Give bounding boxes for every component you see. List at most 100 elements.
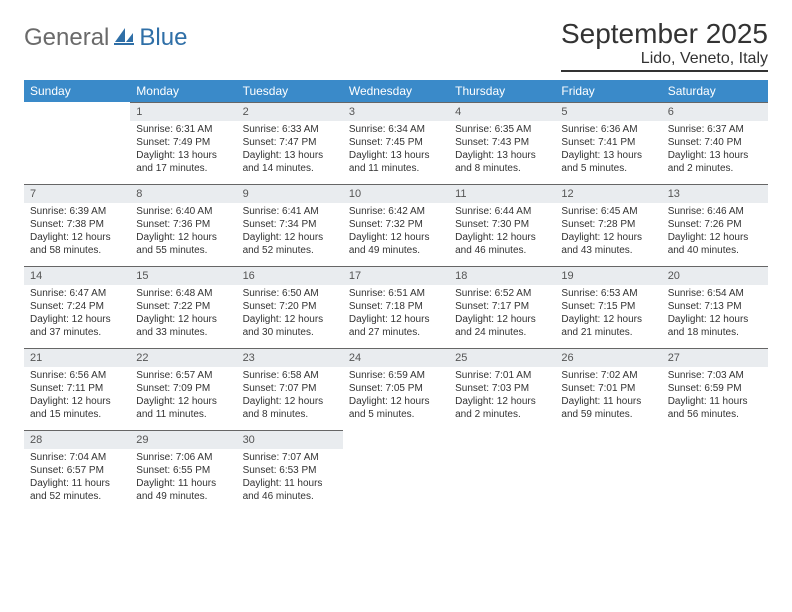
day-number: 6 — [662, 102, 768, 121]
sunset-text: Sunset: 7:18 PM — [349, 300, 443, 313]
day-body: Sunrise: 6:41 AMSunset: 7:34 PMDaylight:… — [237, 203, 343, 261]
daylight-text: Daylight: 12 hours — [561, 231, 655, 244]
sunset-text: Sunset: 7:24 PM — [30, 300, 124, 313]
sunset-text: Sunset: 6:55 PM — [136, 464, 230, 477]
sunset-text: Sunset: 7:32 PM — [349, 218, 443, 231]
calendar-day-cell: 12Sunrise: 6:45 AMSunset: 7:28 PMDayligh… — [555, 184, 661, 266]
daylight-text: and 15 minutes. — [30, 408, 124, 421]
day-number: 4 — [449, 102, 555, 121]
calendar-day-cell: 20Sunrise: 6:54 AMSunset: 7:13 PMDayligh… — [662, 266, 768, 348]
sunset-text: Sunset: 6:59 PM — [668, 382, 762, 395]
sunrise-text: Sunrise: 6:53 AM — [561, 287, 655, 300]
daylight-text: and 14 minutes. — [243, 162, 337, 175]
sunset-text: Sunset: 7:43 PM — [455, 136, 549, 149]
daylight-text: Daylight: 12 hours — [136, 395, 230, 408]
calendar-day-cell: 7Sunrise: 6:39 AMSunset: 7:38 PMDaylight… — [24, 184, 130, 266]
day-body: Sunrise: 6:58 AMSunset: 7:07 PMDaylight:… — [237, 367, 343, 425]
daylight-text: Daylight: 12 hours — [243, 313, 337, 326]
day-number: 8 — [130, 184, 236, 203]
day-body: Sunrise: 6:52 AMSunset: 7:17 PMDaylight:… — [449, 285, 555, 343]
daylight-text: Daylight: 12 hours — [561, 313, 655, 326]
calendar-day-cell: 14Sunrise: 6:47 AMSunset: 7:24 PMDayligh… — [24, 266, 130, 348]
sunrise-text: Sunrise: 6:35 AM — [455, 123, 549, 136]
calendar-day-cell: 2Sunrise: 6:33 AMSunset: 7:47 PMDaylight… — [237, 102, 343, 184]
daylight-text: and 5 minutes. — [349, 408, 443, 421]
sunrise-text: Sunrise: 6:41 AM — [243, 205, 337, 218]
sunrise-text: Sunrise: 6:50 AM — [243, 287, 337, 300]
sunrise-text: Sunrise: 7:07 AM — [243, 451, 337, 464]
day-number: 27 — [662, 348, 768, 367]
location-subtitle: Lido, Veneto, Italy — [641, 50, 768, 67]
sunset-text: Sunset: 7:36 PM — [136, 218, 230, 231]
daylight-text: Daylight: 12 hours — [455, 313, 549, 326]
daylight-text: and 11 minutes. — [136, 408, 230, 421]
day-number: 30 — [237, 430, 343, 449]
sunrise-text: Sunrise: 6:47 AM — [30, 287, 124, 300]
day-number: 21 — [24, 348, 130, 367]
title-block: September 2025 Lido, Veneto, Italy — [561, 18, 768, 72]
calendar-day-cell — [449, 430, 555, 510]
sunrise-text: Sunrise: 7:03 AM — [668, 369, 762, 382]
sunset-text: Sunset: 7:20 PM — [243, 300, 337, 313]
day-body: Sunrise: 6:33 AMSunset: 7:47 PMDaylight:… — [237, 121, 343, 179]
sunset-text: Sunset: 7:17 PM — [455, 300, 549, 313]
daylight-text: Daylight: 12 hours — [349, 231, 443, 244]
day-body: Sunrise: 6:36 AMSunset: 7:41 PMDaylight:… — [555, 121, 661, 179]
sunrise-text: Sunrise: 6:56 AM — [30, 369, 124, 382]
sunset-text: Sunset: 7:09 PM — [136, 382, 230, 395]
day-number: 15 — [130, 266, 236, 285]
daylight-text: Daylight: 12 hours — [243, 395, 337, 408]
sunset-text: Sunset: 7:30 PM — [455, 218, 549, 231]
weekday-header: Thursday — [449, 80, 555, 102]
sunrise-text: Sunrise: 6:58 AM — [243, 369, 337, 382]
calendar-day-cell: 10Sunrise: 6:42 AMSunset: 7:32 PMDayligh… — [343, 184, 449, 266]
sunset-text: Sunset: 7:11 PM — [30, 382, 124, 395]
day-body: Sunrise: 6:31 AMSunset: 7:49 PMDaylight:… — [130, 121, 236, 179]
daylight-text: and 17 minutes. — [136, 162, 230, 175]
sunrise-text: Sunrise: 6:54 AM — [668, 287, 762, 300]
sunset-text: Sunset: 7:47 PM — [243, 136, 337, 149]
calendar-day-cell: 8Sunrise: 6:40 AMSunset: 7:36 PMDaylight… — [130, 184, 236, 266]
day-body: Sunrise: 6:56 AMSunset: 7:11 PMDaylight:… — [24, 367, 130, 425]
calendar-table: Sunday Monday Tuesday Wednesday Thursday… — [24, 80, 768, 510]
daylight-text: and 27 minutes. — [349, 326, 443, 339]
sunrise-text: Sunrise: 6:31 AM — [136, 123, 230, 136]
daylight-text: Daylight: 13 hours — [349, 149, 443, 162]
daylight-text: Daylight: 12 hours — [455, 231, 549, 244]
calendar-day-cell: 30 Sunrise: 7:07 AMSunset: 6:53 PMDayligh… — [237, 430, 343, 510]
sunrise-text: Sunrise: 7:01 AM — [455, 369, 549, 382]
sunset-text: Sunset: 6:57 PM — [30, 464, 124, 477]
day-body: Sunrise: 6:51 AMSunset: 7:18 PMDaylight:… — [343, 285, 449, 343]
daylight-text: Daylight: 12 hours — [455, 395, 549, 408]
weekday-header: Tuesday — [237, 80, 343, 102]
sunrise-text: Sunrise: 6:40 AM — [136, 205, 230, 218]
calendar-day-cell — [24, 102, 130, 184]
daylight-text: Daylight: 11 hours — [243, 477, 337, 490]
sunset-text: Sunset: 6:53 PM — [243, 464, 337, 477]
calendar-day-cell — [555, 430, 661, 510]
daylight-text: and 52 minutes. — [30, 490, 124, 503]
day-body: Sunrise: 6:40 AMSunset: 7:36 PMDaylight:… — [130, 203, 236, 261]
daylight-text: Daylight: 13 hours — [668, 149, 762, 162]
day-number: 18 — [449, 266, 555, 285]
sunrise-text: Sunrise: 7:04 AM — [30, 451, 124, 464]
calendar-day-cell: 3Sunrise: 6:34 AMSunset: 7:45 PMDaylight… — [343, 102, 449, 184]
day-number: 3 — [343, 102, 449, 121]
daylight-text: and 11 minutes. — [349, 162, 443, 175]
daylight-text: Daylight: 11 hours — [668, 395, 762, 408]
daylight-text: and 58 minutes. — [30, 244, 124, 257]
day-number: 26 — [555, 348, 661, 367]
day-body: Sunrise: 6:46 AMSunset: 7:26 PMDaylight:… — [662, 203, 768, 261]
daylight-text: and 21 minutes. — [561, 326, 655, 339]
day-body: Sunrise: 7:06 AMSunset: 6:55 PMDaylight:… — [130, 449, 236, 507]
calendar-day-cell: 24Sunrise: 6:59 AMSunset: 7:05 PMDayligh… — [343, 348, 449, 430]
sunrise-text: Sunrise: 6:46 AM — [668, 205, 762, 218]
day-number: 2 — [237, 102, 343, 121]
daylight-text: Daylight: 12 hours — [136, 313, 230, 326]
calendar-week-row: 21Sunrise: 6:56 AMSunset: 7:11 PMDayligh… — [24, 348, 768, 430]
sunrise-text: Sunrise: 6:39 AM — [30, 205, 124, 218]
sunset-text: Sunset: 7:05 PM — [349, 382, 443, 395]
logo-word-1: General — [24, 24, 109, 52]
calendar-day-cell: 6Sunrise: 6:37 AMSunset: 7:40 PMDaylight… — [662, 102, 768, 184]
sunset-text: Sunset: 7:22 PM — [136, 300, 230, 313]
